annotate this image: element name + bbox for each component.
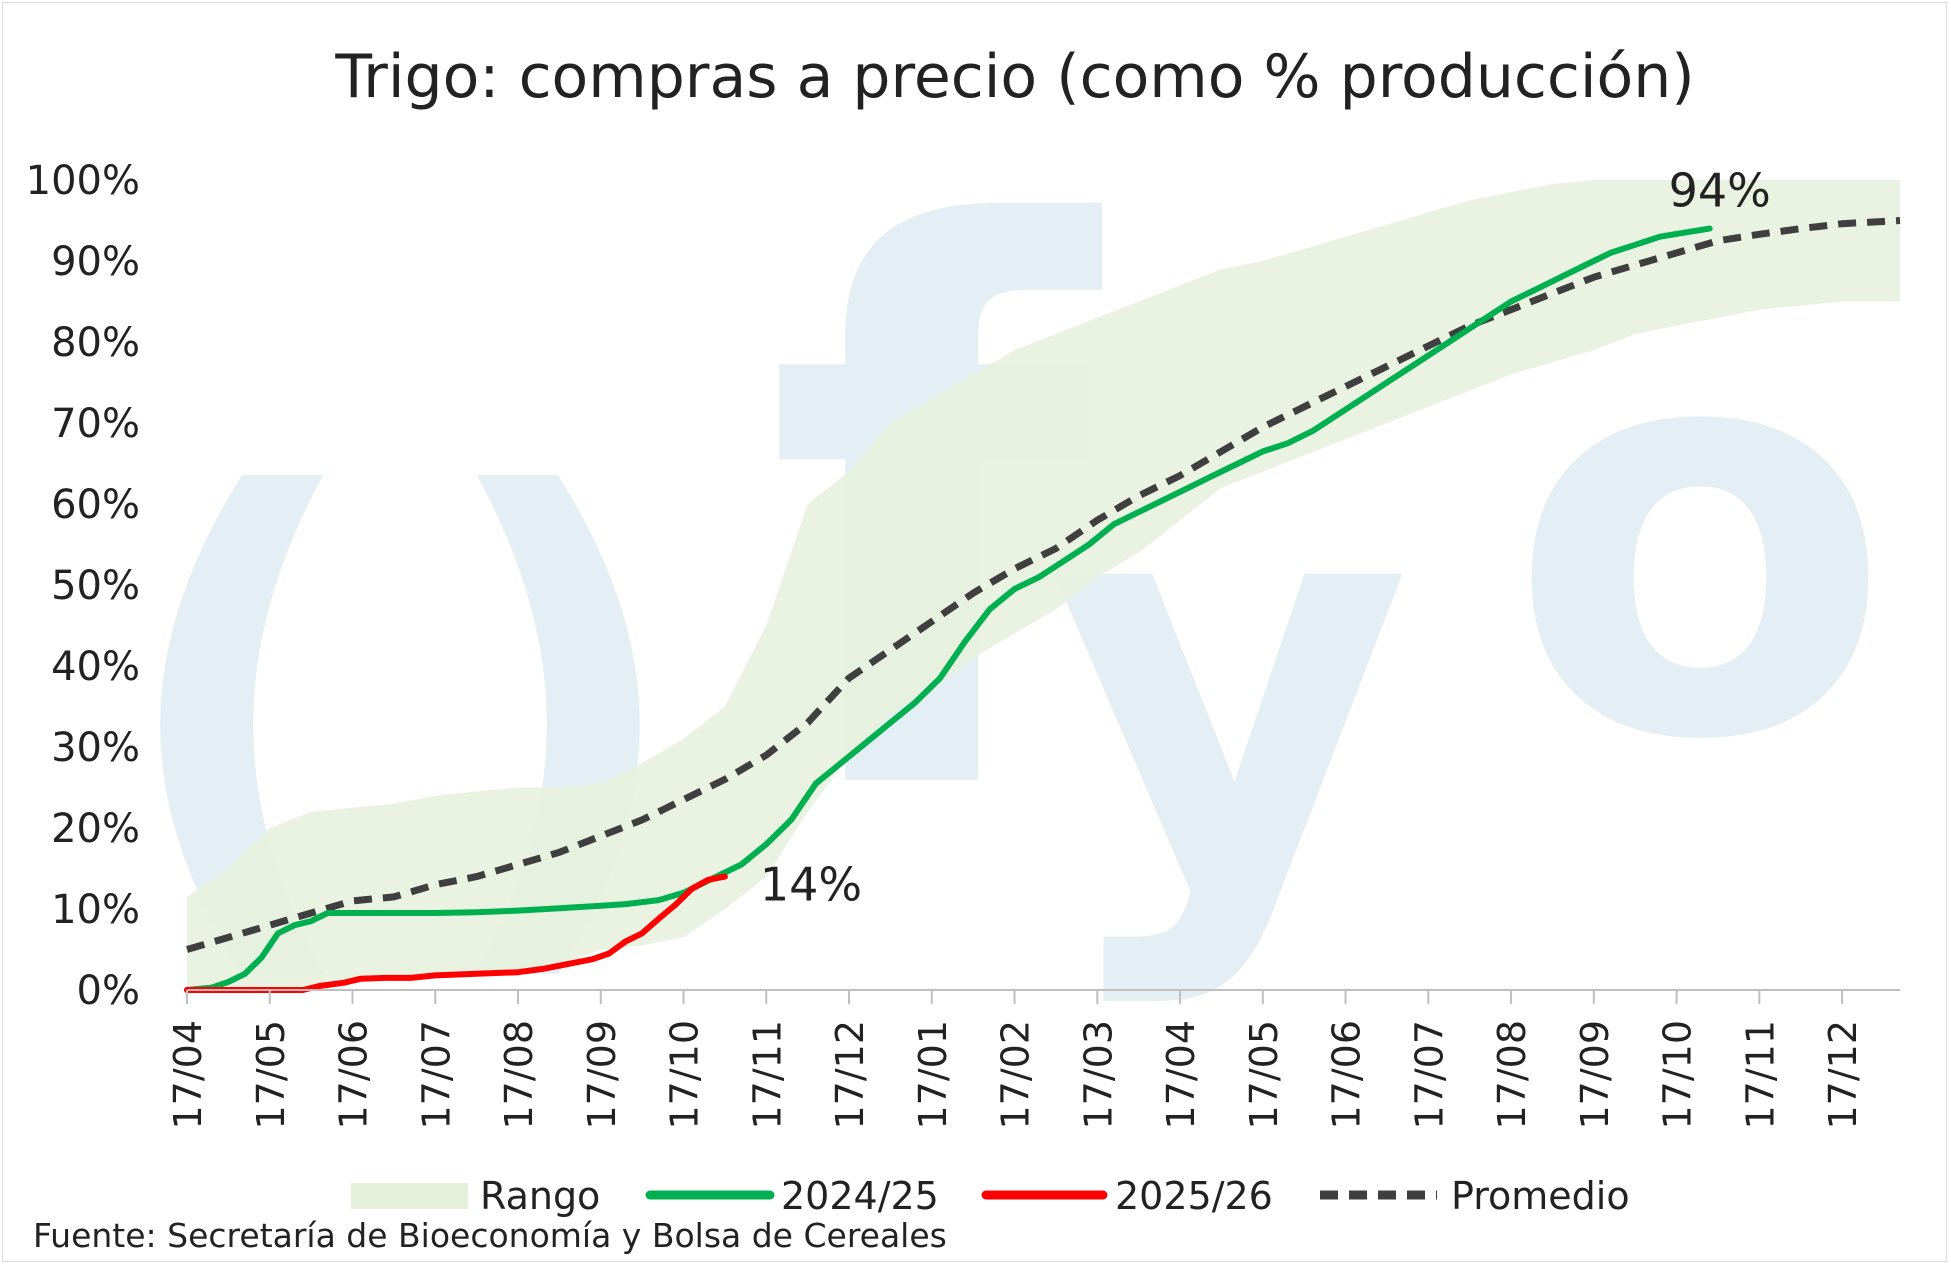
x-tick-label: 17/06 xyxy=(332,1020,376,1130)
x-tick-label: 17/12 xyxy=(828,1020,872,1130)
series-line-2024-25 xyxy=(184,225,1713,993)
y-tick-labels: 0% 10% 20% 30% 40% 50% 60% 70% 80% 90% 100% xyxy=(26,158,140,1014)
y-tick-label: 60% xyxy=(51,482,140,528)
y-tick-label: 80% xyxy=(51,320,140,366)
x-tick-label: 17/09 xyxy=(580,1020,624,1130)
y-tick-label: 70% xyxy=(51,401,140,447)
legend-label-2025: 2025/26 xyxy=(1115,1174,1273,1218)
chart-title: Trigo: compras a precio (como % producci… xyxy=(334,42,1694,112)
rango-band-layer xyxy=(187,180,1900,990)
x-tick-label: 17/07 xyxy=(414,1020,458,1130)
x-tick-label: 17/05 xyxy=(249,1020,293,1130)
data-label-layer: 94% 14% xyxy=(760,164,1771,912)
x-tick-label: 17/04 xyxy=(166,1020,210,1130)
legend-label-rango: Rango xyxy=(480,1174,600,1218)
data-label-2024-25: 94% xyxy=(1669,164,1771,218)
y-tick-label: 100% xyxy=(26,158,140,204)
x-tick-label: 17/08 xyxy=(497,1020,541,1130)
y-tick-label: 10% xyxy=(51,887,140,933)
x-tick-label: 17/07 xyxy=(1407,1020,1451,1130)
y-tick-label: 90% xyxy=(51,239,140,285)
x-tick-label: 17/06 xyxy=(1325,1020,1369,1130)
rango-band xyxy=(187,180,1900,990)
x-tick-label: 17/11 xyxy=(745,1020,789,1130)
x-tick-label: 17/11 xyxy=(1738,1020,1782,1130)
x-tick-label: 17/03 xyxy=(1076,1020,1120,1130)
series-line-layer xyxy=(184,217,1901,993)
x-tick-label: 17/10 xyxy=(1656,1020,1700,1130)
legend-label-promedio: Promedio xyxy=(1451,1174,1630,1218)
legend: Rango 2024/25 2025/26 Promedio xyxy=(351,1174,1630,1218)
y-tick-label: 30% xyxy=(51,725,140,771)
y-tick-label: 50% xyxy=(51,563,140,609)
y-tick-label: 0% xyxy=(77,968,140,1014)
source-note: Fuente: Secretaría de Bioeconomía y Bols… xyxy=(33,1216,947,1255)
x-tick-labels: 17/04 17/05 17/06 17/07 17/08 17/09 17/10 17/11… xyxy=(166,1020,1865,1130)
x-tick-label: 17/08 xyxy=(1490,1020,1534,1130)
y-tick-label: 40% xyxy=(51,644,140,690)
legend-label-2024: 2024/25 xyxy=(781,1174,939,1218)
legend-swatch-rango xyxy=(351,1183,468,1209)
x-tick-label: 17/04 xyxy=(1159,1020,1203,1130)
data-label-2025-26: 14% xyxy=(760,858,862,912)
series-line-2025-26 xyxy=(184,873,728,993)
series-line-promedio xyxy=(186,217,1901,953)
x-tick-label: 17/09 xyxy=(1573,1020,1617,1130)
x-tick-label: 17/01 xyxy=(911,1020,955,1130)
x-tick-label: 17/05 xyxy=(1242,1020,1286,1130)
y-tick-label: 20% xyxy=(51,806,140,852)
x-tick-label: 17/10 xyxy=(663,1020,707,1130)
x-tick-label: 17/12 xyxy=(1821,1020,1865,1130)
x-tick-label: 17/02 xyxy=(994,1020,1038,1130)
axis-layer xyxy=(186,989,1900,1004)
